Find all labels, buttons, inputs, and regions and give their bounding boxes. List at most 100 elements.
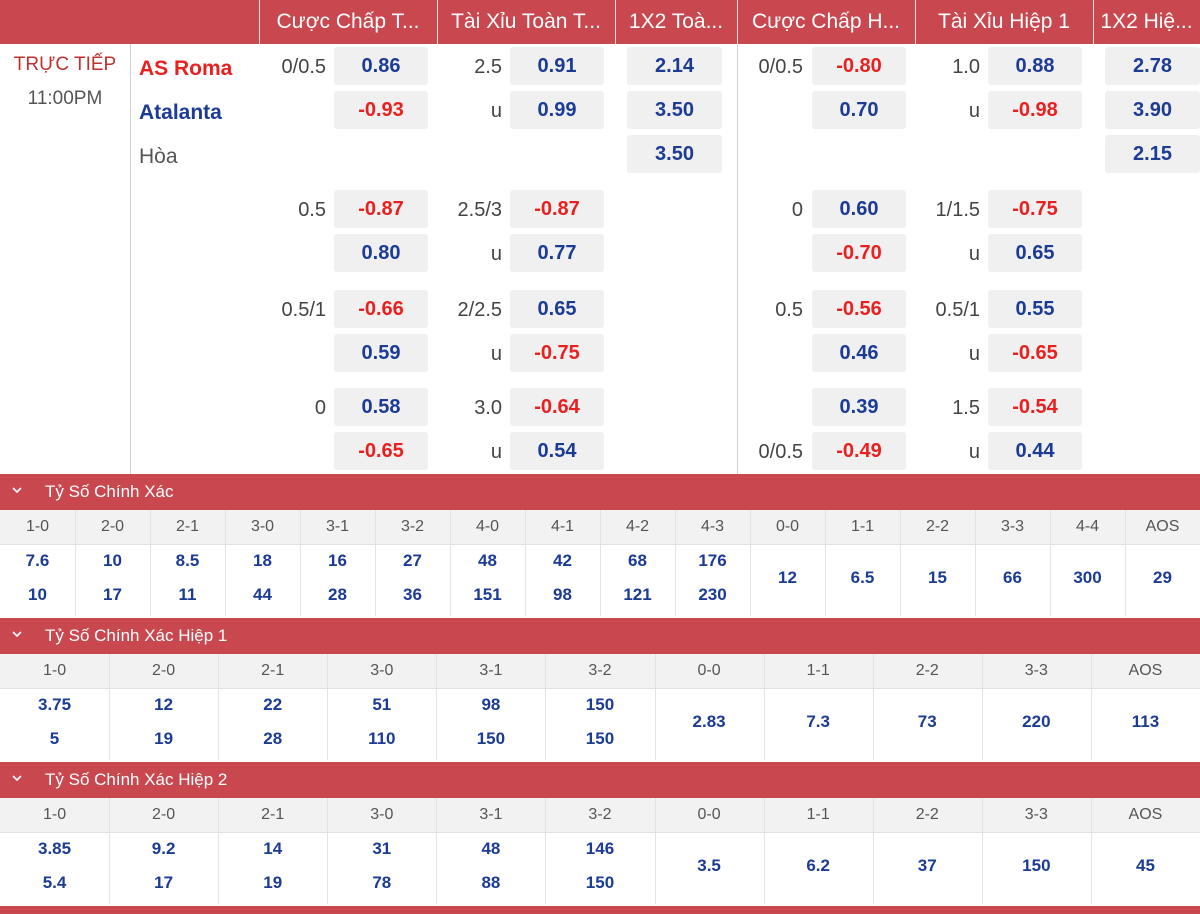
score-odd[interactable]: 220 [1022,712,1051,731]
header-column-3[interactable]: 1X2 Toà... [628,10,724,33]
under-odd[interactable]: 0.54 [510,432,604,470]
score-odd-away[interactable]: 19 [154,729,174,748]
under-odd[interactable]: 0.99 [510,91,604,129]
handicap-home-odd[interactable]: -0.66 [334,290,428,328]
score-odd[interactable]: 15 [928,568,947,587]
h1-handicap-home-odd[interactable]: 0.60 [812,190,906,228]
h1-over-odd[interactable]: 0.55 [988,290,1082,328]
handicap-away-odd[interactable]: 0.59 [334,334,428,372]
handicap-home-odd[interactable]: -0.87 [334,190,428,228]
handicap-away-odd[interactable]: -0.65 [334,432,428,470]
under-odd[interactable]: 0.77 [510,234,604,272]
over-odd[interactable]: 0.91 [510,47,604,85]
score-odd-home[interactable]: 9.2 [151,839,176,858]
score-odd-home[interactable]: 3.85 [37,839,72,858]
score-odd-home[interactable]: 3.75 [37,695,72,714]
correct-score-h1-section-header[interactable]: Tỷ Số Chính Xác Hiệp 1 [0,618,1200,654]
home-win-odd[interactable]: 2.14 [627,47,722,85]
correct-score-section-header[interactable]: Tỷ Số Chính Xác [0,474,1200,510]
score-odd-home[interactable]: 42 [553,551,572,570]
score-odd-away[interactable]: 36 [403,585,422,604]
score-odd[interactable]: 300 [1073,568,1102,587]
h1-under-odd[interactable]: 0.65 [988,234,1082,272]
h1-handicap-home-odd[interactable]: -0.80 [812,47,906,85]
handicap-home-odd[interactable]: 0.58 [334,388,428,426]
h1-handicap-home-odd[interactable]: 0.39 [812,388,906,426]
score-odd[interactable]: 66 [1003,568,1022,587]
score-odd-away[interactable]: 28 [328,585,347,604]
score-odd-away[interactable]: 78 [372,873,392,892]
score-odd-away[interactable]: 17 [154,873,174,892]
score-odd-home[interactable]: 27 [403,551,422,570]
score-odd-away[interactable]: 151 [473,585,502,604]
away-team-name[interactable]: Atalanta [139,101,222,124]
header-column-5[interactable]: Tài Xỉu Hiệp 1 [938,10,1070,33]
handicap-away-odd[interactable]: 0.80 [334,234,428,272]
away-win-odd[interactable]: 3.50 [627,91,722,129]
score-odd-home[interactable]: 12 [154,695,174,714]
h1-over-odd[interactable]: -0.54 [988,388,1082,426]
score-odd-away[interactable]: 5 [49,729,60,748]
score-odd-away[interactable]: 44 [253,585,272,604]
score-odd-home[interactable]: 31 [372,839,392,858]
score-odd[interactable]: 2.83 [692,712,726,731]
score-odd-away[interactable]: 88 [481,873,501,892]
score-odd-away[interactable]: 17 [103,585,122,604]
score-odd-away[interactable]: 10 [28,585,47,604]
score-odd-home[interactable]: 14 [263,839,283,858]
score-odd-away[interactable]: 5.4 [42,873,67,892]
home-team-name[interactable]: AS Roma [139,57,233,80]
h1-handicap-away-odd[interactable]: 0.46 [812,334,906,372]
score-odd[interactable]: 3.5 [697,856,721,875]
h1-over-odd[interactable]: 0.88 [988,47,1082,85]
h1-handicap-home-odd[interactable]: -0.56 [812,290,906,328]
score-odd[interactable]: 12 [778,568,797,587]
score-odd[interactable]: 7.3 [806,712,830,731]
over-odd[interactable]: -0.87 [510,190,604,228]
score-odd-home[interactable]: 18 [253,551,272,570]
score-odd-home[interactable]: 150 [585,695,615,714]
score-odd-away[interactable]: 28 [263,729,283,748]
score-odd-home[interactable]: 48 [481,839,501,858]
h1-under-odd[interactable]: -0.65 [988,334,1082,372]
score-odd-home[interactable]: 68 [628,551,647,570]
correct-score-h2-section-header[interactable]: Tỷ Số Chính Xác Hiệp 2 [0,762,1200,798]
handicap-away-odd[interactable]: -0.93 [334,91,428,129]
score-odd-home[interactable]: 8.5 [175,551,200,570]
h1-under-odd[interactable]: -0.98 [988,91,1082,129]
score-odd-away[interactable]: 19 [263,873,283,892]
h1-handicap-away-odd[interactable]: 0.70 [812,91,906,129]
header-column-6[interactable]: 1X2 Hiệ... [1100,10,1193,33]
over-odd[interactable]: 0.65 [510,290,604,328]
score-odd-away[interactable]: 150 [476,729,506,748]
score-odd[interactable]: 45 [1135,856,1155,875]
score-odd-home[interactable]: 22 [263,695,283,714]
h1-handicap-away-odd[interactable]: -0.70 [812,234,906,272]
handicap-home-odd[interactable]: 0.86 [334,47,428,85]
score-odd-home[interactable]: 48 [478,551,497,570]
chevron-down-icon[interactable] [10,483,24,497]
score-odd-away[interactable]: 150 [585,729,615,748]
h1-over-odd[interactable]: -0.75 [988,190,1082,228]
score-odd-home[interactable]: 16 [328,551,347,570]
h1-home-win-odd[interactable]: 2.78 [1105,47,1200,85]
score-odd[interactable]: 150 [1022,856,1051,875]
score-odd-home[interactable]: 98 [481,695,501,714]
score-odd[interactable]: 29 [1153,568,1172,587]
chevron-down-icon[interactable] [10,771,24,785]
header-column-2[interactable]: Tài Xỉu Toàn T... [451,10,601,33]
draw-odd[interactable]: 3.50 [627,135,722,173]
h1-draw-odd[interactable]: 2.15 [1105,135,1200,173]
score-odd-away[interactable]: 121 [623,585,652,604]
score-odd-away[interactable]: 98 [553,585,572,604]
score-odd-home[interactable]: 176 [698,551,727,570]
score-odd-away[interactable]: 230 [698,585,727,604]
h1-under-odd[interactable]: 0.44 [988,432,1082,470]
score-odd-away[interactable]: 11 [178,585,197,604]
h1-handicap-away-odd[interactable]: -0.49 [812,432,906,470]
h1-away-win-odd[interactable]: 3.90 [1105,91,1200,129]
score-odd-away[interactable]: 110 [368,729,396,748]
score-odd[interactable]: 73 [917,712,937,731]
score-odd[interactable]: 6.5 [850,568,875,587]
score-odd-home[interactable]: 10 [103,551,122,570]
